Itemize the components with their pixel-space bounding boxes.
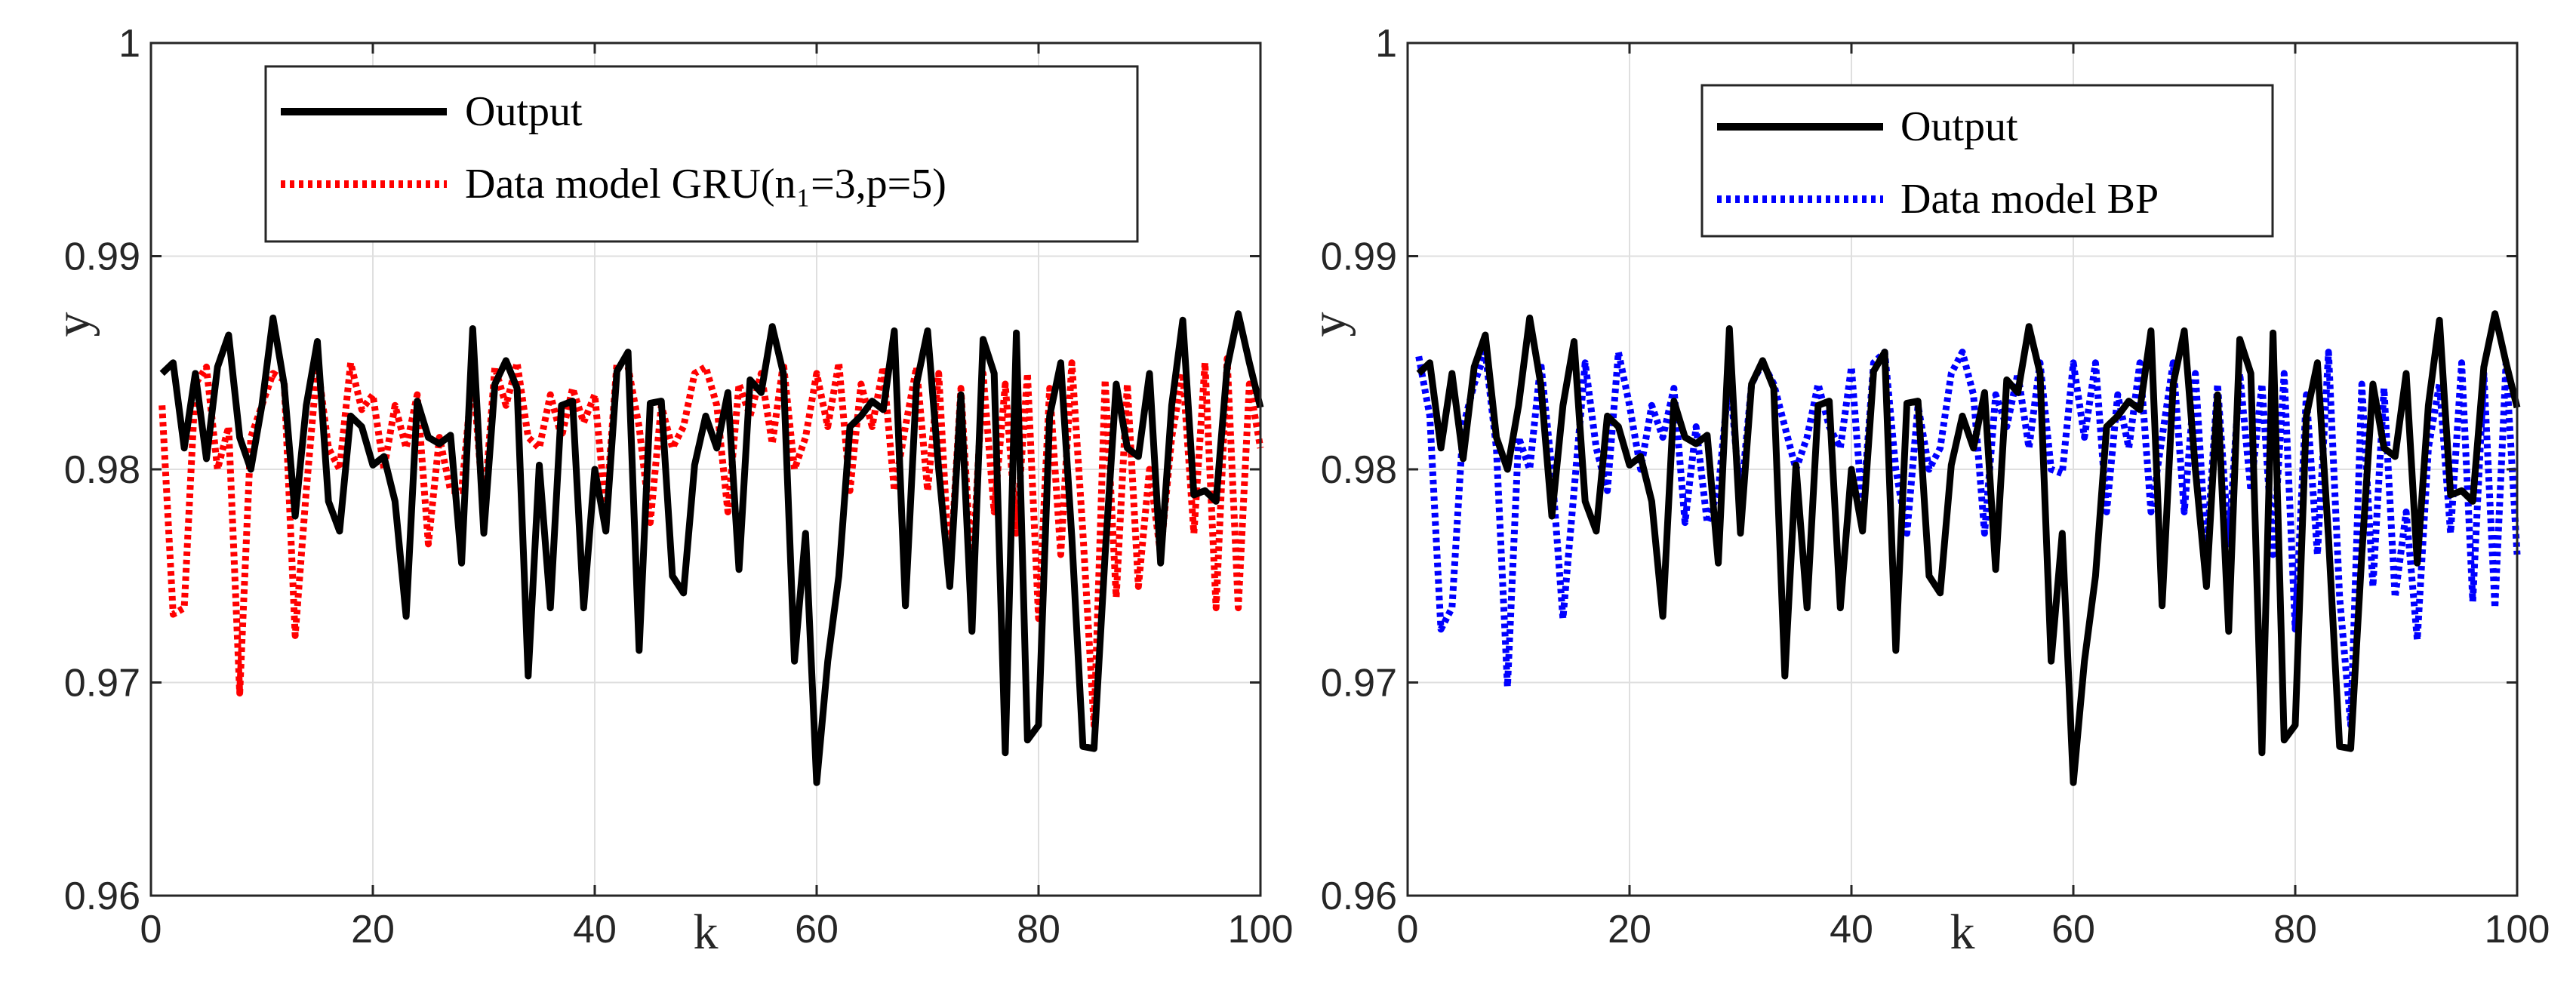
y-tick-label: 1 bbox=[118, 22, 140, 66]
series-model-line-left bbox=[158, 355, 1264, 729]
legend-label-gru-left: Data model GRU(n₁=3,p=5) bbox=[465, 161, 946, 208]
series-group-left bbox=[158, 310, 1264, 786]
x-tick-label: 80 bbox=[1017, 908, 1060, 951]
y-tick-label: 1 bbox=[1375, 22, 1397, 66]
chart-left: 0 20 40 60 80 100 0.96 0.97 0.98 0.99 1 y k Output… bbox=[45, 22, 1293, 960]
y-axis-label-right: y bbox=[1301, 312, 1356, 337]
x-tick-label: 100 bbox=[1228, 908, 1294, 951]
legend-left: Output Data model GRU(n₁=3,p=5) bbox=[264, 65, 1139, 243]
series-output-line-left bbox=[159, 310, 1264, 786]
x-axis-label-right: k bbox=[1950, 905, 1975, 960]
y-tick-label: 0.97 bbox=[1321, 662, 1397, 706]
legend-box-left bbox=[264, 65, 1139, 243]
y-tick-label: 0.96 bbox=[1321, 875, 1397, 918]
y-axis-label-left: y bbox=[45, 312, 100, 337]
legend-box-right bbox=[1700, 84, 2274, 238]
series-group-right bbox=[1415, 310, 2521, 786]
x-tick-label: 60 bbox=[2051, 908, 2095, 951]
legend-label-output-left: Output bbox=[465, 88, 583, 135]
x-tick-label: 0 bbox=[1397, 908, 1419, 951]
chart-right: 0 20 40 60 80 100 0.96 0.97 0.98 0.99 1 y k Output… bbox=[1301, 22, 2550, 960]
y-tick-label: 0.98 bbox=[1321, 448, 1397, 492]
x-tick-label: 80 bbox=[2273, 908, 2317, 951]
x-tick-label: 40 bbox=[573, 908, 617, 951]
ticks-right: 0 20 40 60 80 100 0.96 0.97 0.98 0.99 1 bbox=[1321, 22, 2550, 951]
x-tick-label: 60 bbox=[795, 908, 839, 951]
legend-label-output-right: Output bbox=[1900, 103, 2018, 150]
y-tick-label: 0.97 bbox=[64, 662, 140, 706]
y-tick-label: 0.99 bbox=[64, 235, 140, 279]
x-axis-label-left: k bbox=[694, 905, 719, 960]
y-tick-label: 0.96 bbox=[64, 875, 140, 918]
x-tick-label: 20 bbox=[351, 908, 395, 951]
x-tick-label: 20 bbox=[1608, 908, 1651, 951]
y-tick-label: 0.99 bbox=[1321, 235, 1397, 279]
series-output-line-right bbox=[1416, 310, 2521, 786]
x-tick-label: 40 bbox=[1830, 908, 1873, 951]
legend-right: Output Data model BP bbox=[1700, 84, 2274, 238]
x-tick-label: 100 bbox=[2485, 908, 2550, 951]
series-model-line-right bbox=[1415, 349, 2521, 729]
x-tick-label: 0 bbox=[140, 908, 162, 951]
y-tick-label: 0.98 bbox=[64, 448, 140, 492]
ticks-left: 0 20 40 60 80 100 0.96 0.97 0.98 0.99 1 bbox=[64, 22, 1294, 951]
legend-label-bp-right: Data model BP bbox=[1900, 176, 2159, 223]
